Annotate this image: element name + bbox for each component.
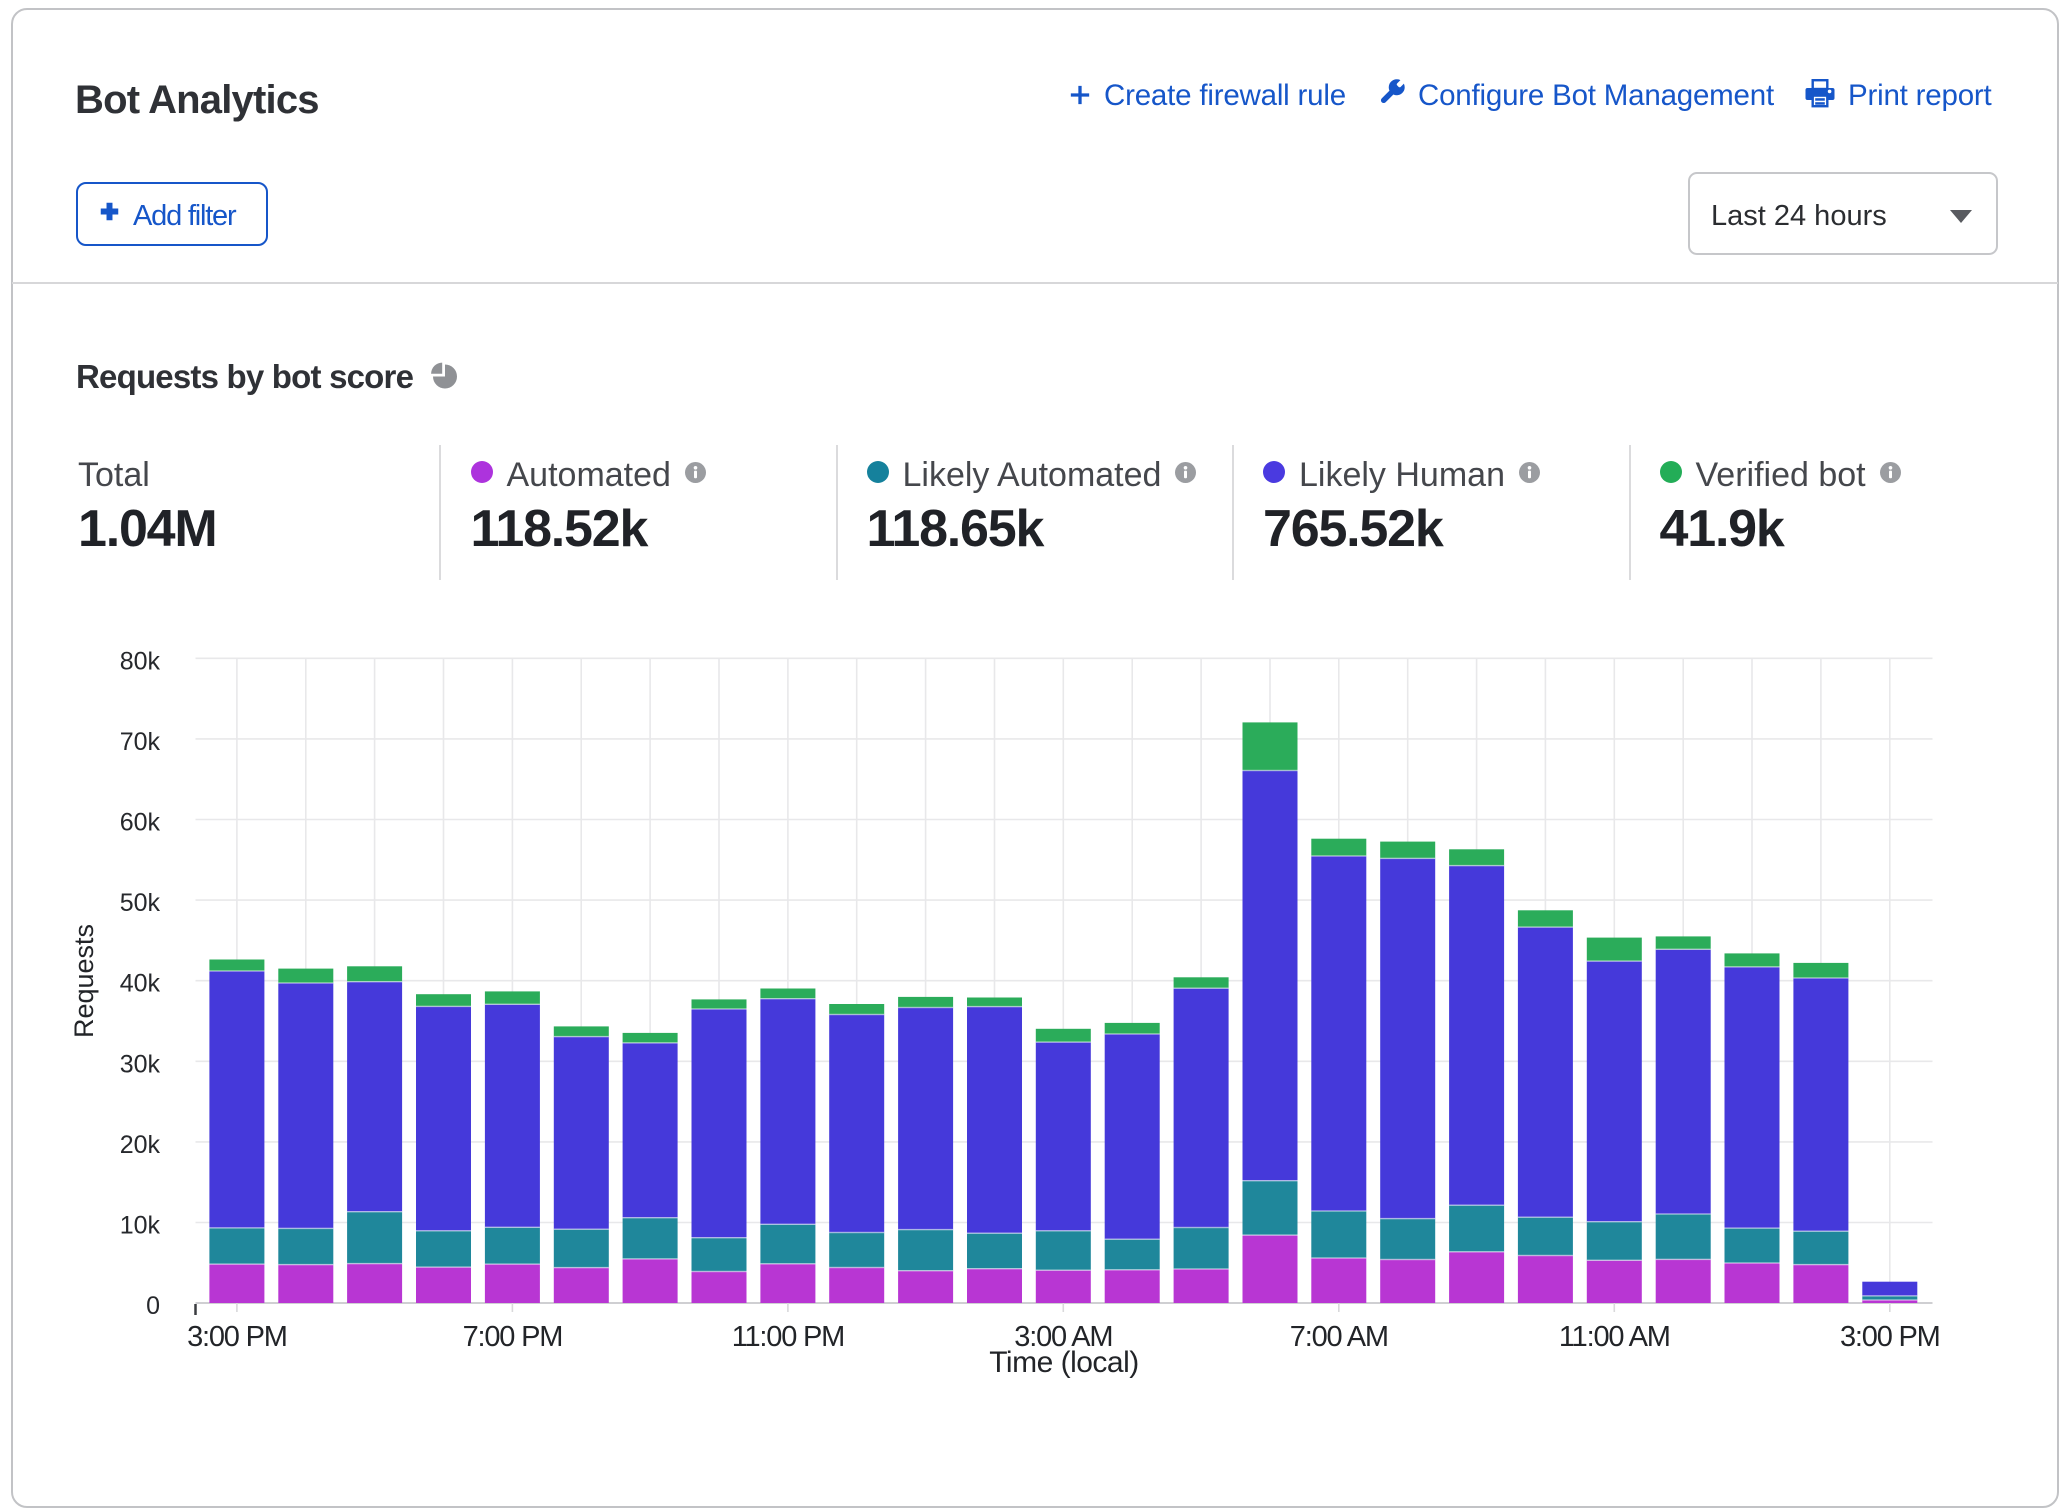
svg-text:7:00 PM: 7:00 PM	[463, 1321, 563, 1353]
svg-text:60k: 60k	[120, 809, 161, 837]
svg-text:11:00 AM: 11:00 AM	[1559, 1321, 1670, 1353]
svg-text:3:00 AM: 3:00 AM	[1014, 1321, 1112, 1353]
svg-text:11:00 PM: 11:00 PM	[732, 1321, 844, 1353]
svg-text:Requests: Requests	[69, 924, 99, 1038]
svg-text:Time (local): Time (local)	[989, 1346, 1139, 1379]
svg-text:10k: 10k	[120, 1212, 161, 1240]
svg-text:80k: 80k	[120, 647, 161, 675]
svg-text:20k: 20k	[120, 1131, 161, 1159]
svg-text:70k: 70k	[120, 728, 161, 756]
svg-text:3:00 PM: 3:00 PM	[187, 1321, 287, 1353]
svg-text:50k: 50k	[120, 889, 161, 917]
svg-text:40k: 40k	[120, 970, 161, 998]
svg-text:7:00 AM: 7:00 AM	[1290, 1321, 1388, 1353]
svg-text:0: 0	[146, 1292, 160, 1320]
svg-text:30k: 30k	[120, 1050, 161, 1078]
svg-text:3:00 PM: 3:00 PM	[1840, 1321, 1940, 1353]
